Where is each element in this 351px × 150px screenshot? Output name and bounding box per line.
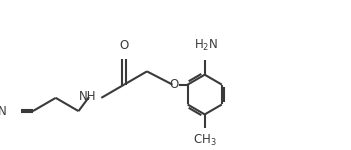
Text: CH$_3$: CH$_3$ <box>193 133 217 148</box>
Text: O: O <box>119 39 129 52</box>
Text: H$_2$N: H$_2$N <box>194 38 218 53</box>
Text: N: N <box>0 105 6 118</box>
Text: NH: NH <box>79 90 97 103</box>
Text: O: O <box>170 78 179 91</box>
